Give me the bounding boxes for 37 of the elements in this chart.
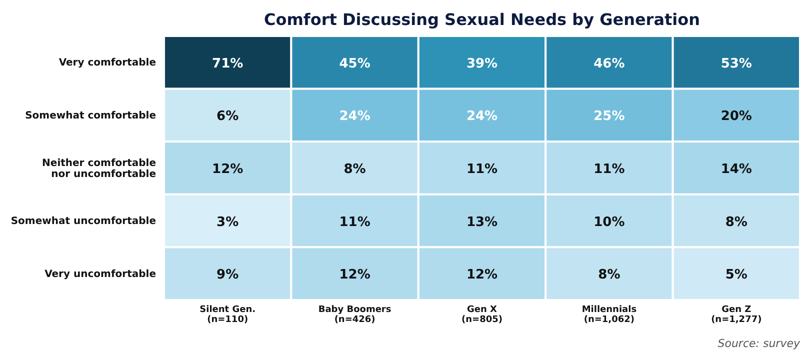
data-label: 9%	[216, 268, 239, 283]
data-label: 11%	[339, 214, 370, 230]
data-label: 20%	[720, 109, 752, 124]
data-label: 24%	[466, 109, 498, 124]
data-label: 6%	[216, 109, 239, 124]
x-tick-label: Silent Gen. (n=110)	[200, 305, 256, 325]
y-tick-label: Neither comfortable nor uncomfortable	[42, 158, 156, 180]
data-label: 39%	[466, 56, 498, 72]
x-tick-label: Millennials (n=1,062)	[582, 305, 637, 325]
data-label: 53%	[720, 56, 752, 72]
y-tick-label: Very uncomfortable	[44, 268, 156, 280]
data-label: 3%	[216, 214, 239, 230]
data-label: 71%	[212, 56, 244, 72]
data-label: 10%	[594, 214, 625, 230]
data-label: 5%	[725, 268, 748, 283]
data-label: 13%	[466, 214, 498, 230]
data-label: 45%	[339, 56, 370, 72]
x-tick-label: Baby Boomers (n=426)	[318, 305, 392, 325]
data-label: 11%	[594, 162, 625, 177]
data-label: 24%	[339, 109, 370, 124]
data-label: 8%	[725, 214, 748, 230]
y-tick-label: Very comfortable	[58, 58, 156, 69]
y-tick-label: Somewhat comfortable	[25, 110, 156, 122]
data-label: 11%	[466, 162, 498, 177]
chart-title: Comfort Discussing Sexual Needs by Generation	[262, 10, 702, 29]
data-label: 12%	[212, 162, 244, 177]
x-tick-label: Gen X (n=805)	[462, 305, 502, 325]
y-tick-label: Somewhat uncomfortable	[10, 216, 156, 228]
data-label: 14%	[720, 162, 752, 177]
data-label: 25%	[594, 109, 625, 124]
data-label: 12%	[339, 268, 370, 283]
data-label: 46%	[594, 56, 625, 72]
data-label: 12%	[466, 268, 498, 283]
x-tick-label: Gen Z (n=1,277)	[711, 305, 762, 325]
data-label: 8%	[598, 268, 620, 283]
data-label: 8%	[344, 162, 366, 177]
source-note: Source: survey	[718, 337, 800, 350]
